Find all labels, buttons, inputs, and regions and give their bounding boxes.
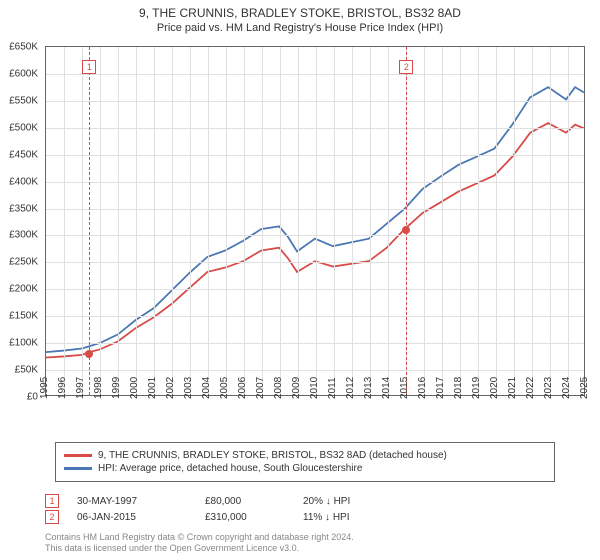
x-tick-label: 2000 <box>129 377 140 399</box>
sales-table-row: 1 30-MAY-1997 £80,000 20% ↓ HPI <box>45 494 413 508</box>
x-tick-label: 2013 <box>363 377 374 399</box>
x-tick-label: 2006 <box>237 377 248 399</box>
legend-label: 9, THE CRUNNIS, BRADLEY STOKE, BRISTOL, … <box>98 450 447 461</box>
price-chart: 12 £0£50K£100K£150K£200K£250K£300K£350K£… <box>45 46 585 396</box>
sales-table-row: 2 06-JAN-2015 £310,000 11% ↓ HPI <box>45 510 413 524</box>
footer-line2: This data is licensed under the Open Gov… <box>45 543 354 554</box>
sales-row-marker: 2 <box>45 510 59 524</box>
y-tick-label: £550K <box>9 95 38 106</box>
x-tick-label: 2019 <box>471 377 482 399</box>
x-tick-label: 1997 <box>75 377 86 399</box>
sale-dot-2 <box>402 226 410 234</box>
x-tick-label: 2004 <box>201 377 212 399</box>
series-price_paid <box>46 123 584 357</box>
y-tick-label: £400K <box>9 176 38 187</box>
x-tick-label: 2020 <box>489 377 500 399</box>
legend-row: HPI: Average price, detached house, Sout… <box>64 463 546 474</box>
x-tick-label: 1998 <box>93 377 104 399</box>
sale-marker-1: 1 <box>82 60 96 74</box>
y-tick-label: £250K <box>9 257 38 268</box>
y-tick-label: £50K <box>15 365 38 376</box>
y-tick-label: £200K <box>9 284 38 295</box>
y-tick-label: £500K <box>9 122 38 133</box>
sale-dot-1 <box>85 350 93 358</box>
x-tick-label: 2016 <box>417 377 428 399</box>
x-tick-label: 2005 <box>219 377 230 399</box>
x-tick-label: 2002 <box>165 377 176 399</box>
x-tick-label: 2010 <box>309 377 320 399</box>
legend-label: HPI: Average price, detached house, Sout… <box>98 463 362 474</box>
y-tick-label: £100K <box>9 338 38 349</box>
x-tick-label: 1995 <box>39 377 50 399</box>
y-tick-label: £150K <box>9 311 38 322</box>
x-tick-label: 2018 <box>453 377 464 399</box>
footer-line1: Contains HM Land Registry data © Crown c… <box>45 532 354 543</box>
sale-marker-2: 2 <box>399 60 413 74</box>
legend-swatch <box>64 454 92 457</box>
sales-row-price: £80,000 <box>205 496 285 507</box>
sales-row-marker: 1 <box>45 494 59 508</box>
x-tick-label: 2007 <box>255 377 266 399</box>
x-tick-label: 2012 <box>345 377 356 399</box>
x-tick-label: 2015 <box>399 377 410 399</box>
sales-row-pct: 20% ↓ HPI <box>303 496 413 507</box>
x-tick-label: 2001 <box>147 377 158 399</box>
legend-swatch <box>64 467 92 470</box>
footer-attribution: Contains HM Land Registry data © Crown c… <box>45 532 354 555</box>
x-tick-label: 1999 <box>111 377 122 399</box>
sales-row-pct: 11% ↓ HPI <box>303 512 413 523</box>
x-tick-label: 2008 <box>273 377 284 399</box>
y-tick-label: £600K <box>9 68 38 79</box>
legend-row: 9, THE CRUNNIS, BRADLEY STOKE, BRISTOL, … <box>64 450 546 461</box>
x-tick-label: 2014 <box>381 377 392 399</box>
sales-row-date: 06-JAN-2015 <box>77 512 187 523</box>
title-address: 9, THE CRUNNIS, BRADLEY STOKE, BRISTOL, … <box>0 6 600 20</box>
y-tick-label: £350K <box>9 203 38 214</box>
sales-row-date: 30-MAY-1997 <box>77 496 187 507</box>
x-tick-label: 2009 <box>291 377 302 399</box>
legend-box: 9, THE CRUNNIS, BRADLEY STOKE, BRISTOL, … <box>55 442 555 482</box>
y-tick-label: £650K <box>9 42 38 53</box>
title-subtitle: Price paid vs. HM Land Registry's House … <box>0 22 600 34</box>
x-tick-label: 2024 <box>561 377 572 399</box>
x-tick-label: 2017 <box>435 377 446 399</box>
sales-row-price: £310,000 <box>205 512 285 523</box>
y-tick-label: £0 <box>27 392 38 403</box>
x-tick-label: 2023 <box>543 377 554 399</box>
y-tick-label: £300K <box>9 230 38 241</box>
x-tick-label: 2021 <box>507 377 518 399</box>
x-tick-label: 2022 <box>525 377 536 399</box>
x-tick-label: 2003 <box>183 377 194 399</box>
x-tick-label: 2025 <box>579 377 590 399</box>
sales-table: 1 30-MAY-1997 £80,000 20% ↓ HPI 2 06-JAN-2015… <box>45 492 413 526</box>
x-tick-label: 2011 <box>327 377 338 399</box>
x-tick-label: 1996 <box>57 377 68 399</box>
y-tick-label: £450K <box>9 149 38 160</box>
